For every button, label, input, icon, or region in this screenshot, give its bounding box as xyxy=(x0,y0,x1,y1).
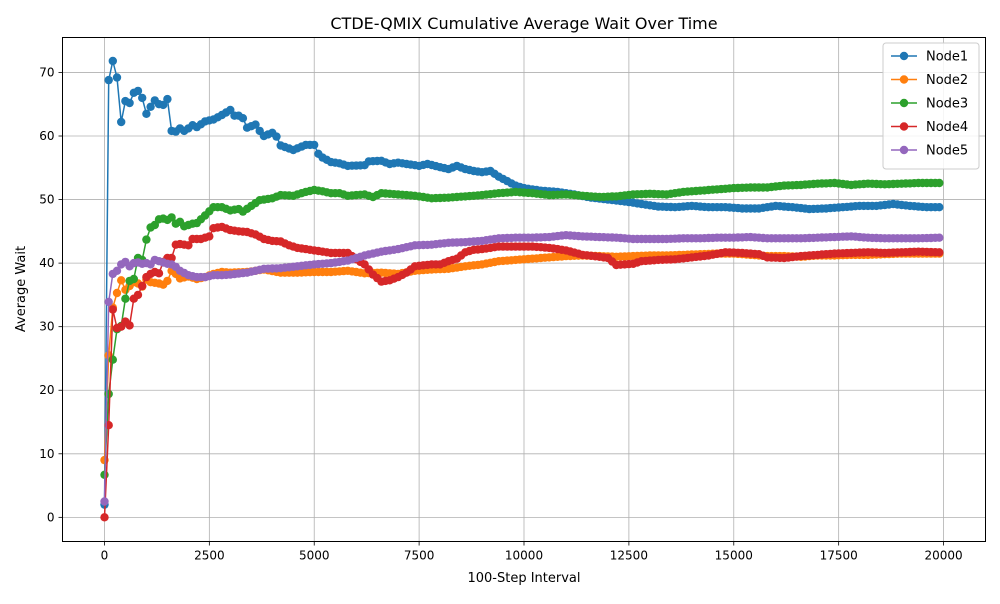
data-point xyxy=(238,114,248,123)
legend-label: Node5 xyxy=(926,144,968,159)
legend-swatch-marker xyxy=(899,122,909,131)
y-tick-label: 10 xyxy=(39,447,54,461)
data-point xyxy=(117,276,126,285)
axes: 0 2500 5000 7500 10000 12500 15000 17500 20000 0 1… xyxy=(39,65,962,562)
legend-label: Node1 xyxy=(926,50,968,65)
legend-item-node4: Node4 xyxy=(891,120,968,135)
y-tick-label: 60 xyxy=(39,129,54,143)
data-point xyxy=(121,294,130,303)
data-point xyxy=(163,94,172,104)
data-point xyxy=(112,73,122,82)
legend-item-node2: Node2 xyxy=(891,73,968,88)
data-point xyxy=(108,305,118,314)
data-point xyxy=(935,233,944,242)
x-tick-label: 12500 xyxy=(610,549,648,563)
legend-swatch-marker xyxy=(899,75,909,84)
y-tick-label: 20 xyxy=(39,383,54,397)
data-point xyxy=(112,266,122,275)
data-point xyxy=(184,241,193,250)
data-point xyxy=(108,56,118,66)
data-point xyxy=(154,269,164,278)
data-point xyxy=(138,93,147,103)
legend-swatch-marker xyxy=(899,51,909,61)
x-tick-label: 20000 xyxy=(924,549,962,563)
data-point xyxy=(935,248,944,257)
data-point xyxy=(100,497,109,506)
legend-label: Node3 xyxy=(926,97,968,112)
legend-item-node5: Node5 xyxy=(891,144,968,159)
legend-swatch-marker xyxy=(899,145,909,155)
data-point xyxy=(935,203,944,212)
x-tick-label: 0 xyxy=(101,549,109,563)
data-point xyxy=(167,213,176,222)
data-point xyxy=(104,297,113,307)
y-tick-label: 40 xyxy=(39,256,54,270)
legend-label: Node4 xyxy=(926,120,968,135)
data-point xyxy=(163,276,172,286)
x-axis-label: 100-Step Interval xyxy=(467,571,580,586)
data-point xyxy=(251,120,260,129)
x-tick-label: 15000 xyxy=(715,549,753,563)
y-axis-label: Average Wait xyxy=(14,246,29,332)
x-tick-label: 17500 xyxy=(820,549,858,563)
y-tick-label: 0 xyxy=(47,510,55,524)
series-group xyxy=(100,56,944,522)
data-point xyxy=(133,290,143,300)
data-point xyxy=(138,281,147,291)
series-node5 xyxy=(100,231,944,506)
data-point xyxy=(117,117,126,127)
data-point xyxy=(310,140,319,150)
data-point xyxy=(142,235,151,244)
data-point xyxy=(935,178,944,188)
y-tick-label: 50 xyxy=(39,193,54,207)
data-point xyxy=(167,253,176,263)
data-point xyxy=(104,75,113,85)
data-point xyxy=(125,98,134,108)
data-point xyxy=(133,86,143,96)
legend-label: Node2 xyxy=(926,73,968,88)
x-tick-label: 7500 xyxy=(404,549,435,563)
y-tick-label: 30 xyxy=(39,320,54,334)
data-point xyxy=(272,132,281,141)
legend-item-node3: Node3 xyxy=(891,97,968,112)
data-point xyxy=(108,355,118,364)
legend: Node1 Node2 Node3 Node4 Node5 xyxy=(882,42,980,170)
legend-item-node1: Node1 xyxy=(891,50,968,65)
data-point xyxy=(146,102,155,112)
series-node1 xyxy=(100,56,944,509)
data-point xyxy=(205,232,214,241)
data-point xyxy=(112,288,122,298)
data-point xyxy=(129,274,138,284)
legend-swatch-marker xyxy=(899,98,909,108)
chart-title: CTDE-QMIX Cumulative Average Wait Over T… xyxy=(330,14,717,33)
x-tick-label: 5000 xyxy=(299,549,330,563)
data-point xyxy=(104,389,113,399)
legend-box xyxy=(882,42,980,170)
x-tick-label: 2500 xyxy=(194,549,225,563)
data-point xyxy=(142,109,151,119)
y-tick-label: 70 xyxy=(39,65,54,79)
series-node4 xyxy=(100,222,944,522)
data-point xyxy=(125,321,134,330)
x-tick-label: 10000 xyxy=(505,549,543,563)
data-point xyxy=(159,100,168,110)
data-point xyxy=(100,513,109,522)
